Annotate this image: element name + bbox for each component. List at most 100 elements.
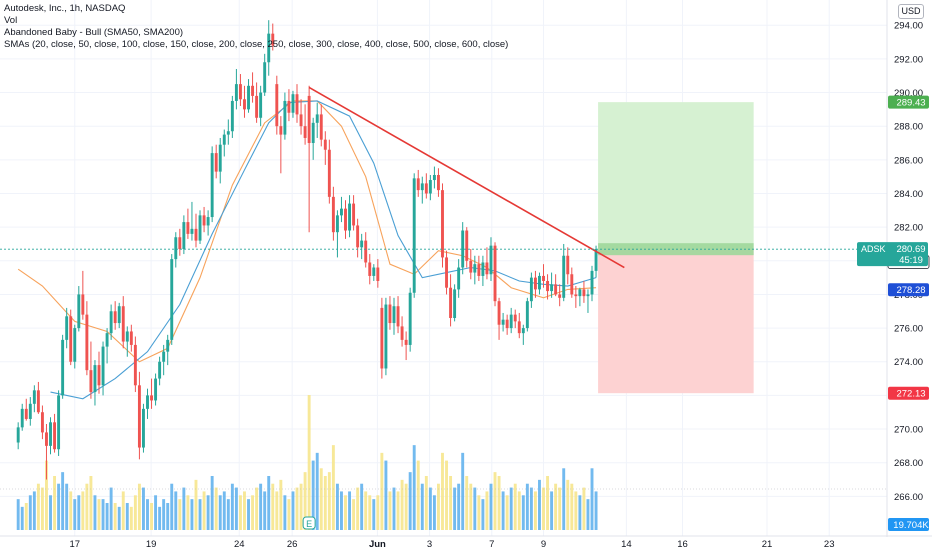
volume-bar xyxy=(360,483,364,530)
volume-bar xyxy=(457,483,461,530)
volume-bar xyxy=(57,483,61,530)
candle-body xyxy=(420,183,424,191)
candle-body xyxy=(101,346,105,386)
volume-label: 19.704K xyxy=(893,520,929,531)
candle-body xyxy=(129,331,133,345)
volume-bar xyxy=(335,483,339,530)
volume-bar xyxy=(238,495,242,530)
x-tick-label: 26 xyxy=(287,539,298,550)
volume-bar xyxy=(546,476,550,530)
candle-body xyxy=(178,237,182,250)
chart-title: Autodesk, Inc., 1h, NASDAQ xyxy=(4,3,126,14)
volume-bar xyxy=(307,395,311,530)
volume-bar xyxy=(323,476,327,530)
y-tick-label: 270.00 xyxy=(894,425,923,436)
volume-bar xyxy=(368,495,372,530)
candle-body xyxy=(73,328,77,362)
volume-bar xyxy=(428,487,432,530)
volume-bar xyxy=(485,491,489,530)
candle-body xyxy=(546,280,550,292)
candle-body xyxy=(517,321,521,334)
candle-body xyxy=(436,174,440,191)
candle-body xyxy=(550,284,554,292)
volume-bar xyxy=(218,495,222,530)
volume-bar xyxy=(327,472,331,530)
volume-bar xyxy=(436,483,440,530)
volume-bar xyxy=(380,452,384,530)
candle-body xyxy=(162,351,166,362)
candle-body xyxy=(137,385,141,448)
candle-body xyxy=(428,180,432,194)
candle-body xyxy=(388,304,392,324)
candle-body xyxy=(57,395,61,450)
candle-body xyxy=(469,260,473,273)
volume-bar xyxy=(578,495,582,530)
y-tick-label: 284.00 xyxy=(894,189,923,200)
candle-body xyxy=(441,190,444,258)
candle-body xyxy=(360,240,364,248)
volume-bar xyxy=(529,487,533,530)
candle-body xyxy=(234,84,238,101)
entry-band xyxy=(598,243,754,256)
candle-body xyxy=(400,326,404,340)
candle-body xyxy=(538,275,541,290)
candle-body xyxy=(461,230,465,268)
candle-body xyxy=(113,311,117,324)
candle-body xyxy=(509,314,513,329)
volume-bar xyxy=(142,487,145,530)
volume-bar xyxy=(32,491,36,530)
candle-body xyxy=(210,153,214,218)
candle-body xyxy=(574,294,578,297)
time-axis xyxy=(0,537,932,550)
candle-body xyxy=(473,264,477,273)
candle-body xyxy=(566,255,570,275)
volume-bar xyxy=(186,495,190,530)
volume-bar xyxy=(28,495,32,530)
candle-body xyxy=(275,84,279,127)
candle-body xyxy=(105,333,109,347)
volume-bar xyxy=(194,479,198,530)
volume-bar xyxy=(113,503,117,530)
volume-bar xyxy=(505,495,509,530)
candle-body xyxy=(142,408,145,448)
loss-zone xyxy=(598,249,754,394)
candle-body xyxy=(291,94,295,113)
x-tick-label: 7 xyxy=(489,539,494,550)
volume-bar xyxy=(279,479,283,530)
earnings-marker xyxy=(302,516,316,530)
volume-bar xyxy=(40,487,44,530)
candle-body xyxy=(186,222,190,234)
volume-bar xyxy=(513,483,517,530)
volume-bar xyxy=(150,503,153,530)
x-tick-label: 14 xyxy=(621,539,632,550)
candle-body xyxy=(424,183,428,194)
candle-body xyxy=(542,275,545,281)
candle-body xyxy=(81,294,85,315)
y-tick-label: 282.00 xyxy=(894,223,923,234)
candle-body xyxy=(303,126,307,138)
volume-bar xyxy=(36,483,40,530)
candle-body xyxy=(125,331,129,342)
volume-bar xyxy=(481,499,485,530)
candle-body xyxy=(525,301,529,329)
volume-bar xyxy=(521,495,525,530)
candle-body xyxy=(40,412,44,433)
volume-bar xyxy=(170,483,174,530)
volume-bar xyxy=(574,491,578,530)
candle-body xyxy=(170,259,174,340)
candle-body xyxy=(194,228,198,241)
volume-bar xyxy=(372,499,376,530)
volume-bar xyxy=(473,487,477,530)
currency-button[interactable]: USD xyxy=(898,4,924,19)
volume-bar xyxy=(493,472,497,530)
volume-bar xyxy=(271,483,275,530)
volume-bar xyxy=(61,472,65,530)
candle-body xyxy=(319,114,323,140)
volume-bar xyxy=(182,487,186,530)
volume-bar xyxy=(465,476,469,530)
volume-bar xyxy=(287,499,291,530)
candle-body xyxy=(449,287,453,318)
volume-bar xyxy=(396,491,400,530)
candle-body xyxy=(513,314,517,322)
